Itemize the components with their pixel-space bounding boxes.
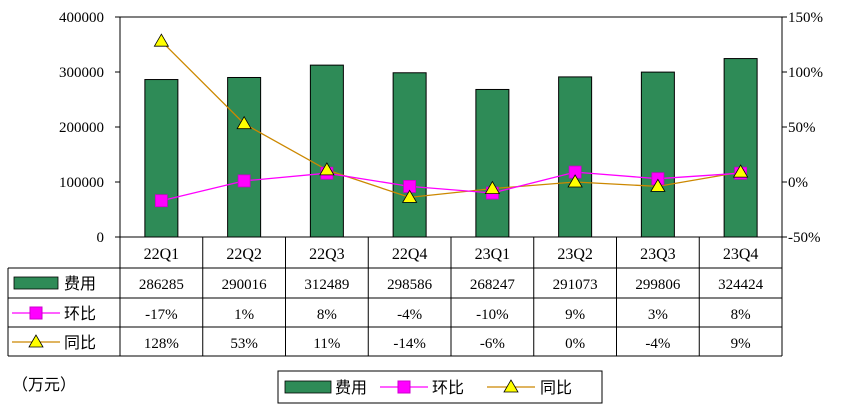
bar-feiyong: [723, 58, 758, 238]
x-category-label: 22Q4: [392, 246, 428, 263]
table-cell-value: 0%: [565, 336, 585, 352]
y-right-tick-label: -50%: [788, 230, 821, 246]
table-cell-value: 1%: [234, 307, 254, 323]
legend-key-tongbi-marker: [503, 379, 519, 393]
line-huanbi: [161, 171, 741, 202]
x-category-label: 22Q2: [226, 246, 262, 263]
legend-label: 同比: [540, 378, 572, 397]
point-tongbi: [401, 189, 418, 203]
x-category-label: 23Q2: [557, 246, 593, 263]
x-category-label: 23Q4: [723, 246, 759, 263]
bar-feiyong: [392, 72, 427, 238]
table-cell-value: 8%: [317, 307, 337, 323]
legend-box: [277, 370, 603, 404]
table-cell-value: 128%: [144, 336, 179, 352]
table-cell-value: 324424: [718, 277, 764, 293]
x-category-label: 23Q3: [640, 246, 676, 263]
legend-label: 环比: [432, 378, 464, 397]
point-tongbi: [650, 178, 666, 192]
table-cell-value: 290016: [222, 277, 268, 293]
x-category-label: 22Q3: [309, 246, 345, 263]
bar-feiyong: [558, 76, 593, 238]
bar-feiyong: [475, 88, 510, 238]
bar-feiyong: [144, 79, 179, 238]
table-cell-value: 268247: [470, 277, 516, 293]
plot-area: [119, 16, 783, 238]
point-tongbi: [484, 180, 501, 195]
table-cell-value: -10%: [476, 307, 509, 323]
y-right-tick-label: 100%: [788, 65, 823, 81]
table-key-feiyong: [13, 276, 59, 290]
point-tongbi: [732, 164, 749, 178]
y-right-tick-label: 50%: [788, 120, 816, 136]
legend-label: 费用: [335, 378, 367, 397]
point-tongbi: [236, 115, 252, 130]
line-tongbi: [160, 40, 741, 199]
table-cell-value: 312489: [304, 277, 349, 293]
table-cell-value: 298586: [387, 277, 433, 293]
table-cell-value: -6%: [480, 336, 505, 352]
y-right-tick-label: 0%: [788, 175, 808, 191]
table-cell-value: -4%: [645, 336, 670, 352]
x-category-label: 23Q1: [475, 246, 511, 263]
table-cell-value: 11%: [313, 336, 340, 352]
y-left-tick-label: 300000: [59, 65, 104, 81]
table-key-tongbi-marker: [28, 334, 44, 348]
bar-feiyong: [227, 76, 262, 238]
table-cell-value: -14%: [393, 336, 426, 352]
y-left-tick-label: 400000: [59, 10, 104, 26]
point-huanbi: [154, 194, 168, 208]
point-huanbi: [237, 174, 251, 188]
point-tongbi: [153, 33, 170, 47]
y-left-tick-label: 200000: [59, 120, 104, 136]
x-category-label: 22Q1: [144, 246, 180, 263]
bar-feiyong: [640, 71, 675, 238]
bar-feiyong: [309, 64, 344, 238]
table-row-label: 同比: [64, 333, 96, 352]
point-tongbi: [319, 162, 335, 176]
y-left-tick-label: 0: [97, 230, 105, 246]
table-row-label: 费用: [64, 274, 96, 293]
table-cell-value: 8%: [731, 307, 751, 323]
y-right-tick-label: 150%: [788, 10, 823, 26]
table-cell-value: 286285: [139, 277, 184, 293]
table-cell-value: 3%: [648, 307, 668, 323]
table-key-huanbi-marker: [29, 306, 43, 320]
table-row-label: 环比: [64, 304, 96, 323]
table-cell-value: 53%: [230, 336, 258, 352]
point-tongbi: [567, 174, 583, 188]
legend-key-feiyong: [284, 380, 332, 394]
table-cell-value: 299806: [635, 277, 681, 293]
table-cell-value: -17%: [145, 307, 178, 323]
legend-key-huanbi-marker: [397, 380, 411, 394]
table-cell-value: 9%: [565, 307, 585, 323]
unit-label: （万元）: [12, 375, 76, 394]
table-cell-value: -4%: [397, 307, 422, 323]
table-cell-value: 9%: [731, 336, 751, 352]
y-left-tick-label: 100000: [59, 175, 104, 191]
table-cell-value: 291073: [553, 277, 598, 293]
